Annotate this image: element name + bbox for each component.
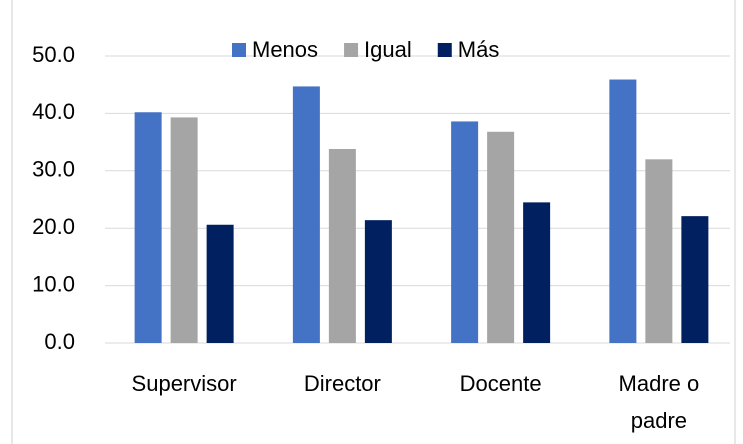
bar	[609, 79, 637, 343]
bar	[292, 86, 320, 343]
y-tick-label: 10.0	[32, 271, 75, 296]
legend-label: Igual	[364, 37, 412, 62]
bar	[487, 131, 515, 343]
x-tick-label: Director	[304, 371, 381, 396]
y-tick-label: 20.0	[32, 214, 75, 239]
y-tick-label: 40.0	[32, 99, 75, 124]
y-tick-label: 30.0	[32, 157, 75, 182]
bar	[170, 117, 198, 343]
y-tick-label: 50.0	[32, 42, 75, 67]
y-tick-label: 0.0	[44, 329, 75, 354]
bar	[206, 224, 234, 343]
legend-swatch	[344, 43, 359, 57]
bar	[364, 220, 392, 343]
x-tick-label: Supervisor	[132, 371, 237, 396]
bar	[681, 216, 709, 343]
legend-label: Más	[458, 37, 500, 62]
legend-swatch	[437, 43, 452, 57]
x-tick-label: Docente	[460, 371, 542, 396]
x-tick-label: Madre o padre	[619, 371, 700, 433]
bar	[645, 159, 673, 343]
bar	[523, 202, 551, 343]
bar	[451, 121, 479, 343]
legend-swatch	[232, 43, 246, 57]
bar	[134, 112, 162, 343]
bar	[328, 148, 356, 343]
legend-label: Menos	[252, 37, 318, 62]
